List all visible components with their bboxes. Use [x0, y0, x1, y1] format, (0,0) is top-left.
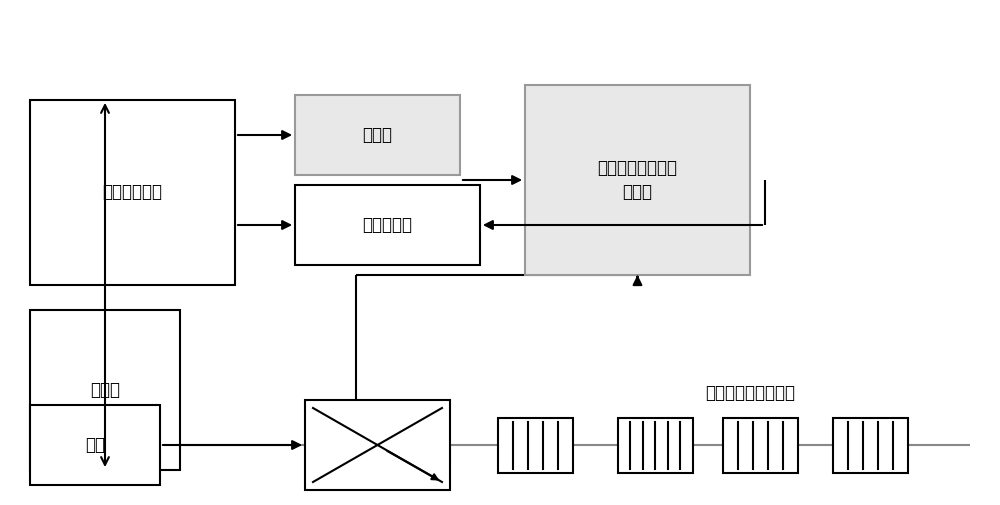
Bar	[295, 185, 480, 265]
Text: 光电检测器: 光电检测器	[362, 216, 413, 234]
Text: 计算机: 计算机	[90, 381, 120, 399]
Bar	[832, 418, 908, 473]
Bar	[30, 100, 235, 285]
Text: 数据采集元件: 数据采集元件	[103, 183, 162, 201]
Bar	[295, 95, 460, 175]
Text: 光源: 光源	[85, 436, 105, 454]
Bar	[525, 85, 750, 275]
Bar	[30, 405, 160, 485]
Bar	[722, 418, 798, 473]
Bar	[618, 418, 692, 473]
Bar	[30, 310, 180, 470]
Text: 光纤布拉格光栅阵列: 光纤布拉格光栅阵列	[705, 384, 795, 402]
Text: 可调谐发布里珀罗
滤波器: 可调谐发布里珀罗 滤波器	[598, 159, 678, 201]
Bar	[305, 400, 450, 490]
Bar	[498, 418, 572, 473]
Text: 放大器: 放大器	[362, 126, 392, 144]
